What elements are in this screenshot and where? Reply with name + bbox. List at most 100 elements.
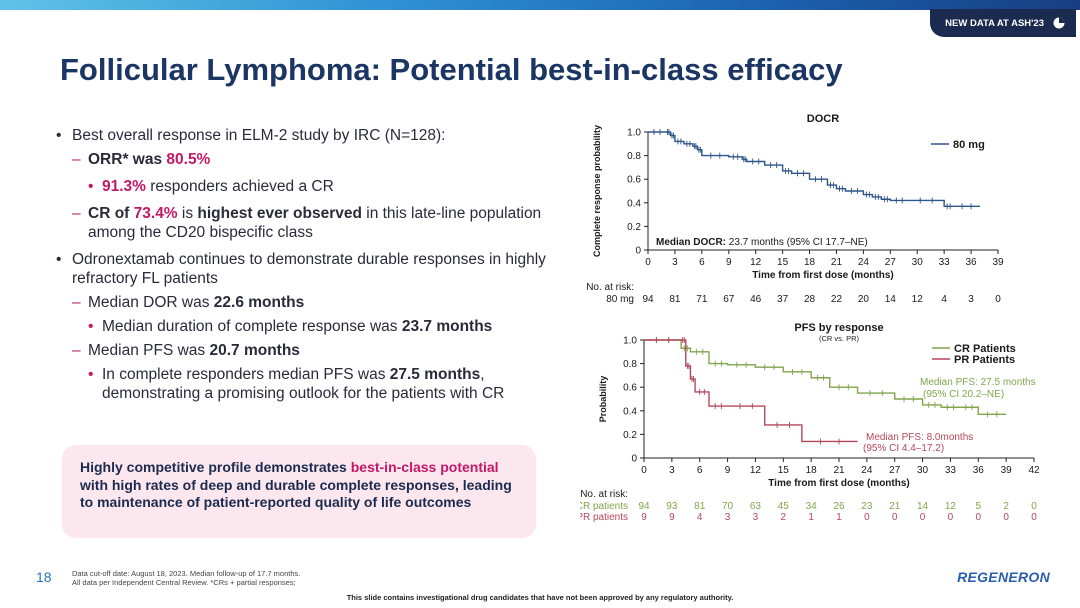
bullet-best-response: • Best overall response in ELM-2 study b…: [56, 127, 446, 144]
badge-label: NEW DATA AT ASH'23: [945, 17, 1044, 29]
risk-value: 46: [750, 294, 762, 305]
disclaimer: This slide contains investigational drug…: [346, 593, 734, 602]
bullet-cr-responders: • 91.3% responders achieved a CR: [88, 178, 334, 195]
bullet-orr: – ORR* was 80.5%: [72, 151, 211, 168]
risk-table-header: No. at risk:: [580, 489, 628, 500]
x-tick-label: 27: [885, 257, 897, 268]
x-tick-label: 15: [778, 465, 790, 476]
y-tick-label: 0.4: [627, 198, 641, 209]
x-tick-label: 18: [804, 257, 816, 268]
y-axis-label: Probability: [598, 376, 608, 423]
x-tick-label: 33: [945, 465, 957, 476]
y-tick-label: 0: [631, 454, 637, 465]
risk-value: 0: [1003, 512, 1009, 523]
bullet-pfs: – Median PFS was 20.7 months: [72, 342, 300, 359]
bullet-pfs-cr: • In complete responders median PFS was …: [88, 366, 505, 402]
x-tick-label: 15: [777, 257, 789, 268]
risk-value: 21: [889, 501, 901, 512]
page-title: Follicular Lymphoma: Potential best-in-c…: [60, 52, 843, 87]
y-axis-label: Complete response probability: [592, 125, 602, 257]
x-tick-label: 0: [645, 257, 651, 268]
top-gradient-bar: [0, 0, 1080, 10]
x-tick-label: 24: [858, 257, 870, 268]
x-tick-label: 3: [672, 257, 678, 268]
x-tick-label: 9: [725, 465, 731, 476]
risk-value: 12: [912, 294, 924, 305]
y-tick-label: 1.0: [627, 128, 641, 139]
pie-chart-icon: [1053, 17, 1065, 29]
ash-badge: NEW DATA AT ASH'23: [930, 9, 1076, 37]
risk-value: 67: [723, 294, 735, 305]
risk-value: 1: [836, 512, 842, 523]
legend-label-1: PR Patients: [954, 354, 1015, 366]
y-tick-label: 0.8: [623, 359, 637, 370]
legend-label-80mg: 80 mg: [953, 139, 985, 151]
risk-value: 4: [941, 294, 947, 305]
x-tick-label: 30: [917, 465, 929, 476]
risk-value: 0: [948, 512, 954, 523]
risk-value: 34: [806, 501, 818, 512]
risk-value: 0: [892, 512, 898, 523]
risk-value: 3: [753, 512, 759, 523]
y-tick-label: 0.6: [623, 383, 637, 394]
risk-value: 3: [725, 512, 731, 523]
x-tick-label: 36: [966, 257, 978, 268]
risk-row-label: 80 mg: [606, 294, 634, 305]
median-docr-annotation: Median DOCR: 23.7 months (95% CI 17.7–NE…: [656, 237, 868, 248]
series-line-1: [644, 339, 858, 443]
median-docr-value: 23.7 months (95% CI 17.7–NE): [726, 237, 868, 248]
risk-value: 20: [858, 294, 870, 305]
y-tick-label: 0.8: [627, 151, 641, 162]
page-number: 18: [36, 569, 52, 585]
risk-row-label: PR patients: [580, 512, 628, 523]
x-tick-label: 27: [889, 465, 901, 476]
bullet-docr: • Median duration of complete response w…: [88, 318, 493, 335]
pr-median-pfs: Median PFS: 8.0months: [866, 432, 973, 443]
risk-value: 71: [696, 294, 708, 305]
risk-value: 70: [722, 501, 734, 512]
bullet-dor: – Median DOR was 22.6 months: [72, 294, 305, 311]
risk-table-header: No. at risk:: [586, 282, 634, 293]
x-tick-label: 24: [861, 465, 873, 476]
series-line-0: [648, 131, 981, 208]
x-tick-label: 36: [973, 465, 985, 476]
risk-value: 14: [885, 294, 897, 305]
x-tick-label: 12: [750, 465, 762, 476]
cr-median-pfs: Median PFS: 27.5 months: [920, 377, 1036, 388]
key-findings-list: • Best overall response in ELM-2 study b…: [56, 126, 546, 403]
risk-value: 0: [995, 294, 1001, 305]
x-axis-label: Time from first dose (months): [768, 478, 910, 489]
risk-value: 81: [694, 501, 706, 512]
chart-title: PFS by response: [794, 322, 883, 334]
risk-value: 94: [642, 294, 654, 305]
x-tick-label: 3: [669, 465, 675, 476]
risk-value: 26: [833, 501, 845, 512]
x-tick-label: 39: [1001, 465, 1013, 476]
median-docr-label: Median DOCR:: [656, 237, 726, 248]
y-tick-label: 0.2: [623, 430, 637, 441]
risk-value: 0: [1031, 501, 1037, 512]
risk-value: 28: [804, 294, 816, 305]
highlight-callout: Highly competitive profile demonstrates …: [62, 445, 536, 538]
risk-value: 81: [669, 294, 681, 305]
x-tick-label: 39: [992, 257, 1004, 268]
y-tick-label: 1.0: [623, 336, 637, 347]
x-tick-label: 9: [726, 257, 732, 268]
risk-value: 22: [831, 294, 843, 305]
risk-value: 3: [968, 294, 974, 305]
docr-chart: DOCR Complete response probability 0 0.2 0.4…: [586, 113, 1004, 305]
chart-subtitle: (CR vs. PR): [819, 334, 860, 343]
y-tick-label: 0.4: [623, 406, 637, 417]
x-tick-label: 21: [831, 257, 843, 268]
pr-median-ci: (95% CI 4.4–17.2): [863, 443, 944, 454]
risk-value: 63: [750, 501, 762, 512]
x-tick-label: 18: [806, 465, 818, 476]
risk-value: 2: [1003, 501, 1009, 512]
risk-value: 0: [976, 512, 982, 523]
risk-value: 9: [669, 512, 675, 523]
x-tick-label: 33: [939, 257, 951, 268]
x-tick-label: 30: [912, 257, 924, 268]
risk-value: 0: [864, 512, 870, 523]
x-tick-label: 42: [1028, 465, 1040, 476]
y-tick-label: 0: [635, 246, 641, 257]
